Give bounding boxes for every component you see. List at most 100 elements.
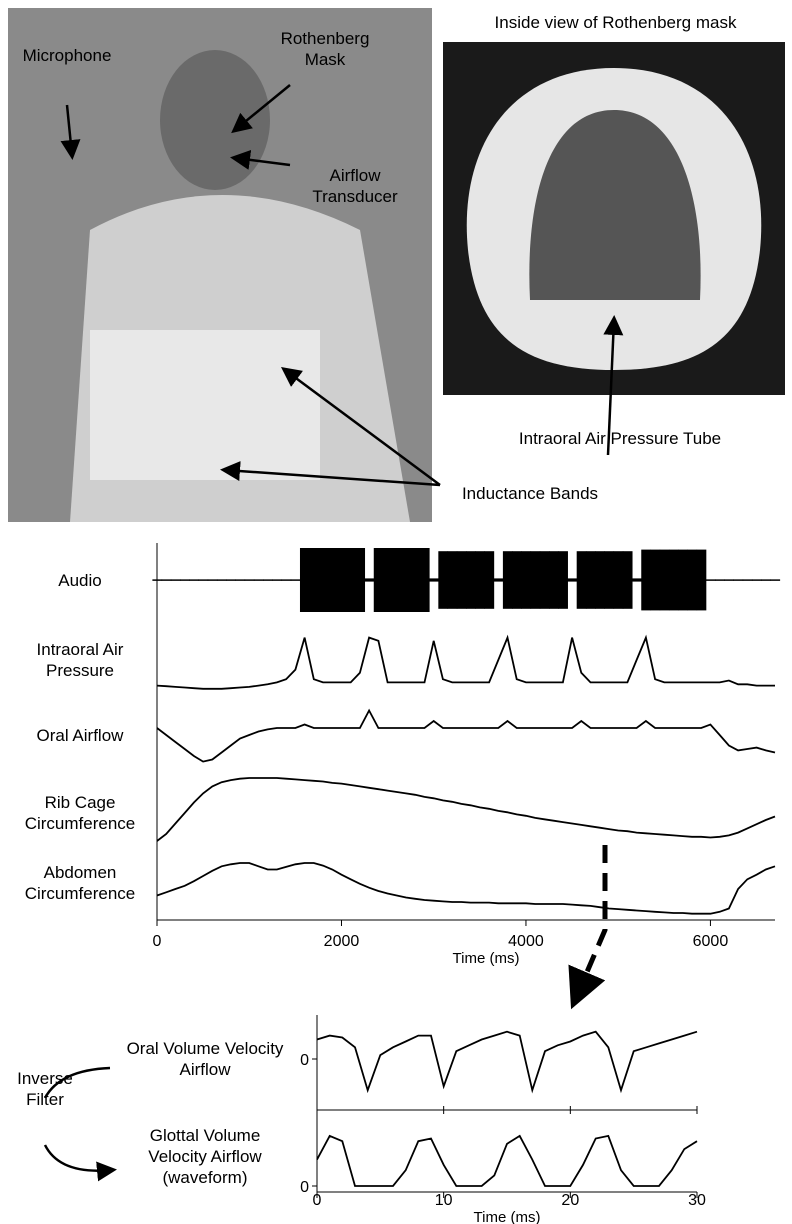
x-tick-label: 2000 <box>324 933 360 950</box>
audio-envelope <box>743 579 753 581</box>
audio-envelope <box>254 579 264 581</box>
audio-envelope <box>291 579 301 581</box>
trace <box>157 863 775 914</box>
audio-envelope <box>733 579 743 581</box>
photo-label: Intraoral Air Pressure Tube <box>455 428 785 449</box>
series-label: Abdomen Circumference <box>10 862 150 904</box>
audio-envelope <box>724 579 734 581</box>
head <box>160 50 270 190</box>
audio-envelope <box>401 548 411 612</box>
audio-envelope <box>420 548 430 612</box>
x-axis-label: Time (ms) <box>453 950 520 967</box>
audio-envelope <box>494 578 504 581</box>
series-label: Oral Airflow <box>10 725 150 746</box>
inverse-filter: Inverse Filter <box>5 1068 85 1110</box>
audio-envelope <box>475 551 485 609</box>
audio-envelope <box>457 551 467 609</box>
photo-title: Inside view of Rothenberg mask <box>443 12 788 33</box>
trace <box>157 711 775 762</box>
trace <box>157 778 775 841</box>
series-label: Glottal Volume Velocity Airflow (wavefor… <box>120 1125 290 1188</box>
trace <box>317 1136 697 1186</box>
audio-envelope <box>715 579 725 581</box>
audio-envelope <box>484 551 494 609</box>
audio-envelope <box>752 579 762 581</box>
x-tick-label: 10 <box>435 1192 453 1209</box>
audio-envelope <box>577 551 587 609</box>
photo-label: Inductance Bands <box>440 483 620 504</box>
x-tick-label: 0 <box>313 1192 322 1209</box>
x-tick-label: 20 <box>561 1192 579 1209</box>
audio-envelope <box>429 578 439 581</box>
audio-envelope <box>355 548 365 612</box>
audio-envelope <box>383 548 393 612</box>
audio-envelope <box>282 579 292 581</box>
audio-envelope <box>171 579 181 581</box>
audio-envelope <box>180 579 190 581</box>
series-label: Rib Cage Circumference <box>10 792 150 834</box>
audio-envelope <box>272 579 282 581</box>
audio-envelope <box>567 578 577 581</box>
audio-envelope <box>300 548 310 612</box>
audio-envelope <box>697 550 707 611</box>
audio-envelope <box>706 579 716 581</box>
photo-label: Rothenberg Mask <box>270 28 380 70</box>
audio-envelope <box>558 551 568 609</box>
audio-envelope <box>604 551 614 609</box>
audio-envelope <box>632 578 642 581</box>
audio-envelope <box>337 548 347 612</box>
audio-envelope <box>761 579 771 581</box>
audio-envelope <box>235 579 245 581</box>
x-tick-label: 0 <box>153 933 162 950</box>
audio-envelope <box>189 579 199 581</box>
audio-envelope <box>641 550 651 611</box>
audio-envelope <box>245 579 255 581</box>
audio-envelope <box>328 548 338 612</box>
audio-envelope <box>199 579 209 581</box>
audio-envelope <box>512 551 522 609</box>
photo-label: Microphone <box>12 45 122 66</box>
audio-envelope <box>540 551 550 609</box>
x-tick-label: 6000 <box>693 933 729 950</box>
x-tick-label: 30 <box>688 1192 706 1209</box>
audio-envelope <box>503 551 513 609</box>
series-label: Oral Volume Velocity Airflow <box>125 1038 285 1080</box>
audio-envelope <box>521 551 531 609</box>
audio-envelope <box>448 551 458 609</box>
audio-envelope <box>309 548 319 612</box>
audio-envelope <box>595 551 605 609</box>
bands <box>90 330 320 480</box>
audio-envelope <box>374 548 384 612</box>
x-tick-label: 4000 <box>508 933 544 950</box>
audio-envelope <box>678 550 688 611</box>
audio-envelope <box>217 579 227 581</box>
trace <box>317 1032 697 1091</box>
audio-envelope <box>162 579 172 581</box>
audio-envelope <box>586 551 596 609</box>
audio-envelope <box>770 579 780 581</box>
audio-envelope <box>660 550 670 611</box>
audio-envelope <box>549 551 559 609</box>
audio-envelope <box>263 579 273 581</box>
audio-envelope <box>438 551 448 609</box>
series-label: Audio <box>15 570 145 591</box>
audio-envelope <box>392 548 402 612</box>
y-tick-label: 0 <box>300 1179 309 1196</box>
y-tick-label: 0 <box>300 1052 309 1069</box>
audio-envelope <box>411 548 421 612</box>
audio-envelope <box>346 548 356 612</box>
audio-envelope <box>466 551 476 609</box>
audio-envelope <box>365 578 375 581</box>
audio-envelope <box>531 551 541 609</box>
audio-envelope <box>318 548 328 612</box>
audio-envelope <box>650 550 660 611</box>
audio-envelope <box>669 550 679 611</box>
audio-envelope <box>687 550 697 611</box>
audio-envelope <box>226 579 236 581</box>
photo-label: Airflow Transducer <box>290 165 420 207</box>
audio-envelope <box>152 579 162 581</box>
audio-envelope <box>623 551 633 609</box>
audio-envelope <box>614 551 624 609</box>
trace <box>157 638 775 689</box>
x-axis-label: Time (ms) <box>474 1209 541 1224</box>
